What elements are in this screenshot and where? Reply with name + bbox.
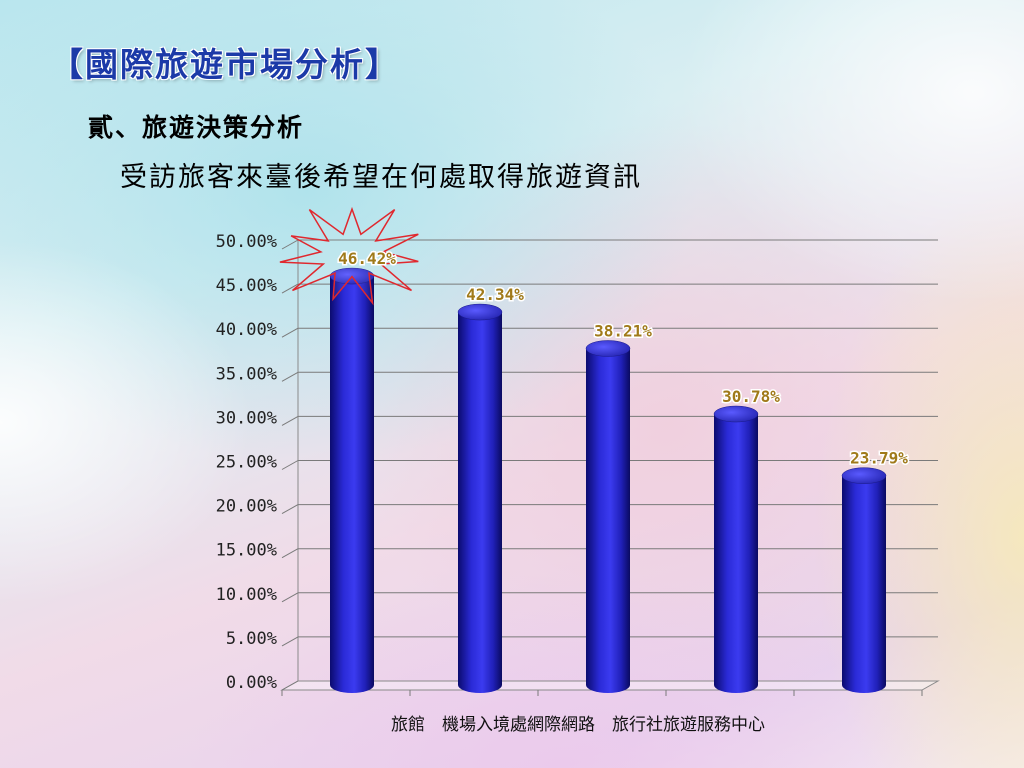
y-tick-label: 5.00% [226,629,277,649]
y-tick-label: 20.00% [216,497,277,517]
y-tick-mark [281,592,299,603]
y-tick-label: 0.00% [226,673,277,693]
bar-cap [457,303,503,321]
chart-subheading: 受訪旅客來臺後希望在何處取得旅遊資訊 [120,162,642,193]
y-tick-mark [281,239,299,250]
y-tick-mark [281,504,299,515]
bar-cap [713,405,759,423]
bar-body [586,348,630,693]
data-label: 23.79% [850,449,908,468]
y-tick-label: 10.00% [216,585,277,605]
section-heading: 貳、旅遊決策分析 [88,113,305,142]
bar [713,405,759,693]
y-tick-mark [281,327,299,338]
bar-cap [841,467,887,484]
y-tick-mark [281,680,299,691]
y-tick-mark [281,283,299,294]
data-label: 30.78% [722,387,780,406]
y-tick-label: 15.00% [216,541,277,561]
y-tick-label: 40.00% [216,320,277,340]
slide-title: 【國際旅遊市場分析】 [50,45,400,84]
y-tick-label: 50.00% [216,232,277,252]
bar-body [330,276,374,693]
bar-cap [585,340,631,357]
bar [585,340,631,693]
bar-body [458,312,502,693]
data-label: 42.34% [466,285,524,304]
bar [329,267,375,693]
bars [329,267,887,693]
y-tick-label: 25.00% [216,453,277,473]
y-tick-label: 45.00% [216,276,277,296]
y-tick-mark [281,548,299,559]
x-category-labels: 旅館 機場入境處網際網路 旅行社旅遊服務中心 [391,715,765,735]
bar [457,303,503,693]
bar-body [842,475,886,693]
value-labels: 46.42% 42.34% 38.21% 30.78% 23.79% [337,248,910,470]
data-label: 38.21% [594,321,652,340]
y-tick-mark [281,636,299,647]
y-tick-mark [281,460,299,470]
y-tick-mark [281,415,299,426]
bar-body [714,414,758,693]
highlight-starburst [279,206,419,306]
y-tick-label: 35.00% [216,364,277,384]
y-tick-label: 30.00% [216,408,277,428]
y-tick-mark [281,371,299,382]
data-label: 46.42% [338,249,396,268]
x-axis [281,690,923,696]
y-tick-labels: 0.00% 5.00% 10.00% 15.00% 20.00% 25.00% 30.00%… [216,232,277,693]
bar [841,467,887,693]
